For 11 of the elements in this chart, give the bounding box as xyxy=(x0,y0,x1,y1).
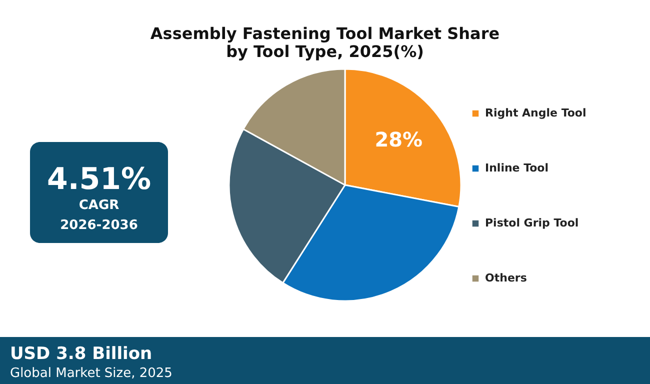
text: CAGR xyxy=(78,198,120,213)
legend-label: Pistol Grip Tool xyxy=(485,216,579,230)
legend-label: Right Angle Tool xyxy=(485,106,586,120)
text: Global Market Size, 2025 xyxy=(10,366,172,381)
text: 2026-2036 xyxy=(60,218,138,233)
text: USD 3.8 Billion xyxy=(10,344,152,364)
chart-title: Assembly Fastening Tool Market Share by Tool Type, 2025(%) xyxy=(150,24,500,61)
legend-label: Inline Tool xyxy=(485,162,549,174)
text: 4.51% xyxy=(46,162,152,197)
legend-label: Others xyxy=(485,272,528,284)
data-label: 28% xyxy=(374,128,423,152)
